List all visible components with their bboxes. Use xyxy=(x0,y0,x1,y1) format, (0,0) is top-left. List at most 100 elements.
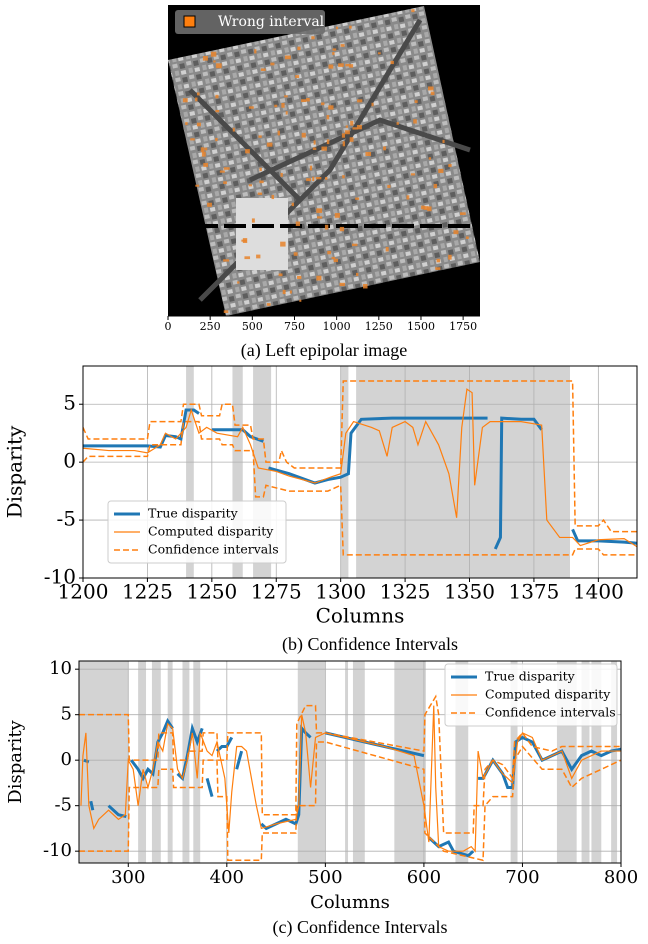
wrong-interval-dot xyxy=(223,181,227,184)
wrong-interval-dot xyxy=(202,56,208,61)
wrong-interval-dot xyxy=(460,212,466,215)
x-tick-label: 400 xyxy=(210,867,244,888)
x-tick-label: 1250 xyxy=(186,580,237,604)
series-line xyxy=(83,420,637,556)
wrong-interval-dot xyxy=(201,151,206,157)
wrong-interval-dot xyxy=(371,102,374,107)
wrong-interval-dot xyxy=(365,151,372,156)
wrong-interval-dot xyxy=(357,99,363,103)
wrong-interval-dot xyxy=(421,205,426,210)
x-axis-label: Columns xyxy=(310,892,390,913)
wrong-interval-dot xyxy=(203,162,209,167)
y-tick-label: -5 xyxy=(57,507,76,531)
y-tick-label: -10 xyxy=(43,840,72,861)
wrong-interval-dot xyxy=(284,95,288,98)
wrong-interval-dot xyxy=(345,125,349,128)
wrong-interval-dot xyxy=(332,48,337,51)
wrong-interval-dot xyxy=(306,97,310,102)
legend-box xyxy=(107,500,287,564)
wrong-interval-dot xyxy=(355,197,360,200)
x-tick-label: 1375 xyxy=(508,580,559,604)
wrong-interval-dot xyxy=(339,282,346,287)
wrong-interval-dot xyxy=(410,173,416,176)
wrong-interval-dot xyxy=(258,135,262,138)
wrong-interval-dot xyxy=(237,281,240,284)
wrong-interval-dot xyxy=(349,137,354,142)
wrong-interval-dot xyxy=(312,147,317,150)
x-tick-label: 250 xyxy=(200,320,221,333)
x-tick-label: 1500 xyxy=(407,320,435,333)
plot-area xyxy=(79,661,621,863)
shaded-span xyxy=(297,661,326,863)
wrong-interval-dot xyxy=(254,49,257,54)
wrong-interval-dot xyxy=(215,94,219,99)
wrong-interval-dot xyxy=(324,177,328,180)
x-tick-label: 1400 xyxy=(573,580,624,604)
wrong-interval-dot xyxy=(423,206,429,210)
x-tick-label: 1200 xyxy=(58,580,109,604)
y-axis-label: Disparity xyxy=(5,719,26,803)
wrong-interval-dot xyxy=(280,241,286,247)
x-tick-label: 1275 xyxy=(251,580,302,604)
legend-label: Computed disparity xyxy=(485,687,611,702)
y-tick-label: 5 xyxy=(63,391,76,415)
wrong-interval-dot xyxy=(195,184,200,187)
wrong-interval-dot xyxy=(281,102,285,108)
wrong-interval-dot xyxy=(349,25,352,29)
x-tick-label: 700 xyxy=(505,867,539,888)
epipolar-image xyxy=(168,5,480,316)
wrong-interval-dot xyxy=(378,52,381,55)
wrong-interval-dot xyxy=(321,102,325,106)
shaded-span xyxy=(151,661,161,863)
x-tick-label: 500 xyxy=(308,867,342,888)
caption: (b) Confidence Intervals xyxy=(282,634,458,655)
wrong-interval-dot xyxy=(430,91,435,96)
y-tick-label: -5 xyxy=(54,795,72,816)
wrong-interval-dot xyxy=(350,120,354,126)
wrong-interval-dot xyxy=(339,226,345,232)
y-tick-label: 10 xyxy=(49,658,72,679)
wrong-interval-dot xyxy=(352,243,358,247)
wrong-interval-dot xyxy=(340,44,345,47)
wrong-interval-dot xyxy=(448,254,452,260)
wrong-interval-dot xyxy=(327,250,332,255)
wrong-interval-dot xyxy=(356,272,359,276)
wrong-interval-dot xyxy=(277,130,280,136)
series-line xyxy=(79,741,621,862)
wrong-interval-dot xyxy=(215,137,218,142)
wrong-interval-dot xyxy=(223,310,229,314)
shaded-span xyxy=(138,661,147,863)
series-line xyxy=(83,408,637,550)
shaded-span xyxy=(340,366,349,578)
shaded-span xyxy=(356,366,571,578)
wrong-interval-dot xyxy=(442,139,445,144)
wrong-interval-dot xyxy=(297,46,301,51)
wrong-interval-dot xyxy=(385,246,389,252)
wrong-interval-dot xyxy=(284,55,291,60)
wrong-interval-dot xyxy=(316,208,323,213)
series-line xyxy=(83,380,637,533)
x-tick-label: 600 xyxy=(407,867,441,888)
wrong-interval-dot xyxy=(259,167,262,172)
wrong-interval-dot xyxy=(315,177,322,180)
shaded-span xyxy=(193,661,201,863)
series-line xyxy=(83,388,637,548)
wrong-interval-dot xyxy=(436,258,441,263)
wrong-interval-dot xyxy=(244,256,251,260)
wrong-interval-dot xyxy=(348,64,354,68)
wrong-interval-dot xyxy=(311,36,315,40)
x-tick-label: 1000 xyxy=(323,320,351,333)
wrong-interval-dot xyxy=(301,132,306,138)
wrong-interval-dot xyxy=(207,202,212,207)
wrong-interval-dot xyxy=(332,51,335,55)
wrong-interval-dot xyxy=(295,75,300,79)
wrong-interval-dot xyxy=(223,167,230,170)
wrong-interval-dot xyxy=(285,111,288,115)
shaded-span xyxy=(591,661,602,863)
x-tick-label: 1250 xyxy=(365,320,393,333)
wrong-interval-dot xyxy=(328,105,334,110)
legend-label: Confidence intervals xyxy=(148,542,279,557)
wrong-interval-dot xyxy=(326,115,330,120)
wrong-interval-dot xyxy=(414,100,418,103)
